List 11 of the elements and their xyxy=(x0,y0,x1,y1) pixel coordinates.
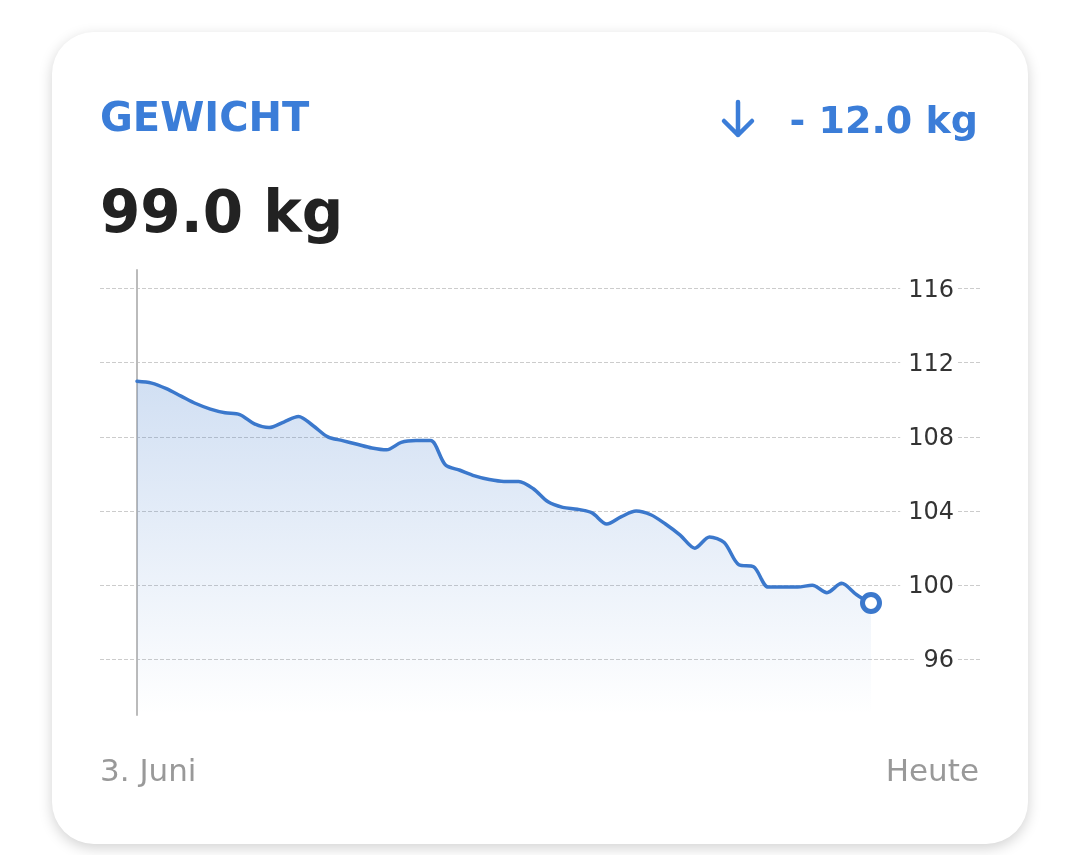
y-tick-label: 104 xyxy=(908,497,954,526)
chart-subtitle: 99.0 kg xyxy=(100,178,344,246)
chart-title: GEWICHT xyxy=(100,94,310,140)
y-tick-label: 100 xyxy=(908,571,954,600)
y-tick-label: 96 xyxy=(923,645,954,674)
y-tick-label: 108 xyxy=(908,422,954,451)
text: 3. Juni xyxy=(100,752,197,788)
y-tick-label: 116 xyxy=(908,274,954,303)
text: Heute xyxy=(885,752,979,788)
text: - 12.0 kg xyxy=(789,98,978,142)
y-tick-label: 112 xyxy=(908,348,954,377)
